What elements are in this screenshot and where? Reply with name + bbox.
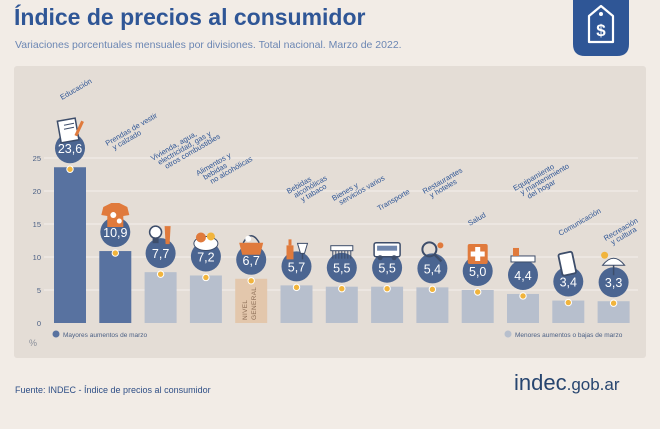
bar bbox=[144, 272, 177, 323]
bar bbox=[189, 275, 222, 323]
category-label: Salud bbox=[466, 210, 487, 227]
value-dot bbox=[292, 283, 301, 292]
data-label: 4,4 bbox=[514, 269, 531, 283]
logo-domain: .gob.ar bbox=[566, 375, 620, 394]
indec-logo: indec.gob.ar bbox=[514, 370, 620, 396]
legend-label: Mayores aumentos de marzo bbox=[63, 332, 148, 339]
bar bbox=[54, 167, 86, 323]
bar bbox=[416, 287, 449, 323]
value-dot bbox=[609, 299, 618, 307]
bar bbox=[280, 285, 313, 323]
value-dot bbox=[338, 285, 346, 293]
beach-icon bbox=[601, 251, 626, 276]
page-subtitle: Variaciones porcentuales mensuales por d… bbox=[15, 39, 402, 51]
value-dot bbox=[111, 249, 120, 257]
value-circle bbox=[508, 259, 538, 290]
category-label: Educación bbox=[59, 76, 94, 101]
category-label: NIVEL bbox=[242, 300, 249, 320]
cellphone-icon bbox=[557, 250, 577, 277]
value-dot bbox=[519, 292, 527, 300]
data-label: 10,9 bbox=[103, 226, 127, 240]
data-label: 7,2 bbox=[197, 250, 214, 264]
bar bbox=[552, 300, 585, 323]
value-circle bbox=[326, 252, 357, 283]
comb-icon bbox=[330, 245, 354, 259]
chart-panel: 0 5 10 15 20 25% 23,6 Educación 10,9 Prendas de v… bbox=[14, 66, 646, 358]
food-icon bbox=[193, 232, 219, 251]
value-dot bbox=[474, 288, 482, 296]
y-tick-label: 0 bbox=[37, 319, 41, 328]
source-note: Fuente: INDEC - Índice de precios al con… bbox=[15, 385, 211, 395]
legend-label: Menores aumentos o bajas de marzo bbox=[515, 332, 623, 339]
value-dot bbox=[428, 285, 437, 294]
cutlery-icon bbox=[421, 241, 444, 263]
bar bbox=[99, 251, 132, 323]
price-tag-dollar-icon: $ bbox=[573, 0, 629, 56]
value-dot bbox=[202, 273, 210, 282]
data-label: 5,5 bbox=[378, 262, 395, 276]
y-tick-label: 15 bbox=[33, 220, 41, 229]
value-circle bbox=[372, 252, 403, 283]
data-label: 7,7 bbox=[152, 247, 169, 261]
y-axis-label: % bbox=[29, 338, 37, 348]
legend-swatch bbox=[504, 330, 512, 338]
value-circle bbox=[553, 266, 584, 297]
data-label: 3,3 bbox=[605, 276, 622, 290]
home-tools-icon bbox=[510, 247, 536, 263]
data-label: 23,6 bbox=[58, 142, 82, 156]
basket-icon bbox=[239, 235, 264, 255]
bar bbox=[597, 301, 630, 323]
bus-icon bbox=[373, 241, 401, 261]
category-label: GENERAL bbox=[251, 287, 258, 320]
y-tick-label: 10 bbox=[33, 253, 41, 262]
value-dot bbox=[66, 165, 74, 173]
y-tick-label: 25 bbox=[33, 154, 41, 163]
value-circle bbox=[598, 267, 629, 298]
bar bbox=[371, 286, 404, 323]
y-tick-label: 5 bbox=[37, 286, 41, 295]
data-label: 3,4 bbox=[560, 276, 577, 290]
legend-swatch bbox=[52, 330, 60, 338]
medical-cross-icon bbox=[467, 244, 488, 264]
value-circle bbox=[145, 238, 176, 269]
category-label: Comunicación bbox=[557, 206, 603, 238]
data-label: 5,0 bbox=[469, 265, 486, 279]
value-dot bbox=[564, 298, 572, 307]
clothing-icon bbox=[101, 203, 130, 228]
logo-name: indec bbox=[514, 370, 567, 395]
data-label: 5,5 bbox=[333, 262, 350, 276]
lightbulb-icon bbox=[148, 225, 171, 245]
svg-text:$: $ bbox=[596, 21, 606, 40]
bar bbox=[235, 278, 268, 323]
bottle-icon bbox=[286, 239, 309, 260]
book-icon bbox=[56, 117, 84, 144]
value-dot bbox=[247, 277, 255, 285]
y-tick-label: 20 bbox=[33, 187, 41, 196]
value-dot bbox=[156, 270, 165, 278]
bar bbox=[325, 286, 358, 323]
data-label: 5,7 bbox=[288, 260, 305, 274]
data-label: 6,7 bbox=[243, 254, 260, 268]
value-dot bbox=[383, 285, 391, 293]
data-label: 5,4 bbox=[424, 262, 441, 276]
page-title: Índice de precios al consumidor bbox=[14, 4, 366, 30]
